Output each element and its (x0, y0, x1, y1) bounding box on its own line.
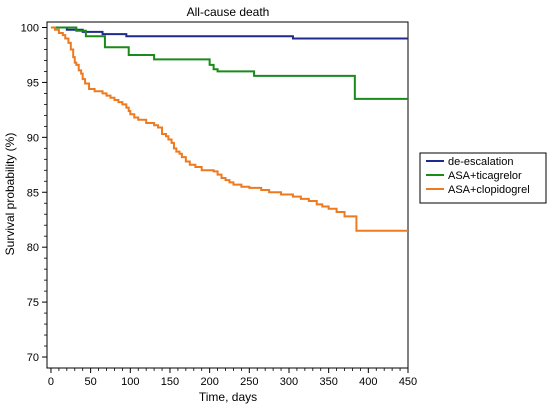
x-tick-label: 250 (240, 376, 258, 388)
x-tick-label: 400 (359, 376, 377, 388)
y-tick-label: 85 (27, 187, 39, 199)
plot-frame (46, 21, 409, 369)
legend: de-escalation ASA+ticagrelor ASA+clopidogr… (419, 152, 547, 204)
y-axis: 70 75 80 85 90 95 100 (21, 22, 47, 364)
y-tick-label: 90 (27, 132, 39, 144)
series-line-asa-ticagrelor (50, 26, 408, 100)
x-axis-label: Time, days (199, 390, 257, 404)
x-tick-label: 350 (319, 376, 337, 388)
chart-title: All-cause death (187, 5, 270, 19)
x-tick-label: 100 (121, 376, 139, 388)
series-lines (50, 26, 408, 232)
legend-label: ASA+clopidogrel (448, 184, 530, 196)
series-line-de-escalation (50, 26, 408, 40)
x-tick-label: 0 (48, 376, 54, 388)
x-tick-label: 300 (280, 376, 298, 388)
legend-label: ASA+ticagrelor (448, 170, 522, 182)
y-tick-label: 75 (27, 297, 39, 309)
y-axis-label: Survival probability (%) (3, 133, 17, 256)
x-tick-label: 450 (399, 376, 417, 388)
y-tick-label: 80 (27, 242, 39, 254)
x-tick-label: 50 (85, 376, 97, 388)
y-tick-label: 100 (21, 22, 39, 34)
legend-label: de-escalation (448, 156, 513, 168)
x-tick-label: 200 (200, 376, 218, 388)
y-tick-label: 95 (27, 77, 39, 89)
series-line-asa-clopidogrel (50, 26, 408, 232)
plot-border (46, 21, 409, 369)
x-tick-label: 150 (161, 376, 179, 388)
y-tick-label: 70 (27, 352, 39, 364)
x-axis: 0 50 100 150 200 250 300 350 400 450 (48, 368, 417, 388)
